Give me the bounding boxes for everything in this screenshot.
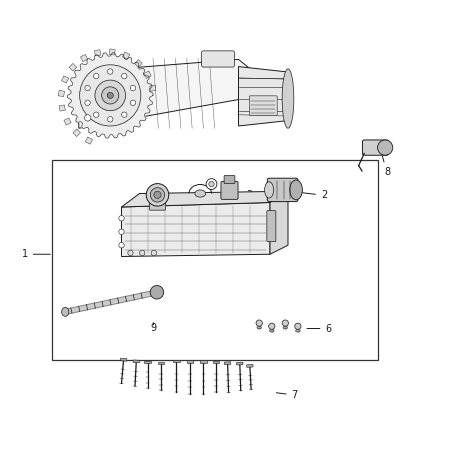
Polygon shape	[158, 362, 164, 364]
Polygon shape	[200, 360, 207, 363]
Ellipse shape	[140, 250, 145, 256]
Ellipse shape	[107, 92, 113, 99]
Ellipse shape	[295, 323, 301, 329]
Polygon shape	[68, 53, 153, 138]
Ellipse shape	[270, 329, 274, 332]
Polygon shape	[187, 360, 193, 363]
Bar	[122, 52, 130, 59]
Bar	[59, 105, 65, 111]
FancyBboxPatch shape	[267, 211, 276, 242]
Ellipse shape	[256, 320, 262, 326]
Text: 6: 6	[307, 324, 332, 333]
Ellipse shape	[154, 191, 161, 198]
Bar	[150, 85, 156, 91]
Ellipse shape	[80, 65, 141, 126]
Ellipse shape	[269, 323, 275, 329]
Ellipse shape	[119, 229, 124, 234]
Ellipse shape	[94, 112, 99, 117]
Ellipse shape	[282, 320, 288, 326]
Ellipse shape	[85, 86, 90, 91]
Ellipse shape	[85, 100, 90, 105]
Ellipse shape	[282, 69, 294, 128]
Ellipse shape	[257, 326, 261, 329]
Ellipse shape	[265, 182, 274, 198]
Polygon shape	[79, 59, 279, 128]
Ellipse shape	[283, 326, 288, 329]
Polygon shape	[237, 362, 243, 365]
Ellipse shape	[102, 87, 119, 104]
Ellipse shape	[151, 250, 157, 256]
Polygon shape	[238, 67, 288, 126]
Bar	[73, 129, 81, 136]
Ellipse shape	[290, 180, 302, 200]
Ellipse shape	[296, 329, 300, 332]
FancyBboxPatch shape	[249, 96, 277, 116]
Ellipse shape	[378, 140, 393, 155]
Bar	[144, 71, 151, 78]
FancyBboxPatch shape	[149, 198, 166, 210]
Bar	[94, 50, 101, 56]
Bar	[86, 137, 93, 144]
Ellipse shape	[130, 100, 135, 105]
Bar	[135, 60, 142, 67]
Text: 8: 8	[382, 156, 390, 177]
Text: 7: 7	[276, 390, 298, 400]
Bar	[109, 49, 115, 55]
Ellipse shape	[94, 73, 99, 79]
Polygon shape	[120, 358, 127, 361]
Polygon shape	[122, 202, 270, 256]
Ellipse shape	[122, 73, 127, 79]
Bar	[81, 54, 88, 62]
Bar	[69, 63, 76, 71]
Ellipse shape	[209, 181, 214, 187]
Polygon shape	[173, 360, 180, 362]
Polygon shape	[247, 364, 253, 367]
FancyBboxPatch shape	[221, 181, 238, 199]
FancyBboxPatch shape	[224, 176, 235, 184]
Ellipse shape	[95, 80, 126, 111]
Ellipse shape	[119, 243, 124, 248]
Polygon shape	[213, 360, 219, 363]
Ellipse shape	[150, 285, 164, 299]
Ellipse shape	[150, 188, 165, 202]
FancyBboxPatch shape	[267, 178, 298, 202]
Ellipse shape	[108, 117, 113, 122]
Bar	[64, 118, 71, 125]
Polygon shape	[133, 360, 140, 363]
Polygon shape	[144, 360, 151, 363]
Polygon shape	[122, 191, 288, 207]
Text: 9: 9	[151, 323, 157, 333]
Ellipse shape	[146, 184, 169, 206]
Ellipse shape	[119, 216, 124, 221]
FancyBboxPatch shape	[362, 140, 388, 155]
Ellipse shape	[206, 179, 217, 189]
Polygon shape	[270, 191, 288, 254]
Text: 2: 2	[300, 190, 327, 200]
FancyBboxPatch shape	[202, 51, 234, 67]
Bar	[52, 160, 378, 360]
Bar	[58, 90, 64, 97]
Bar	[62, 76, 69, 83]
Ellipse shape	[195, 190, 206, 197]
Text: 1: 1	[22, 249, 50, 259]
Ellipse shape	[130, 86, 135, 91]
Ellipse shape	[85, 115, 91, 121]
Text: 3: 3	[239, 190, 253, 200]
Ellipse shape	[122, 112, 127, 117]
Ellipse shape	[62, 307, 69, 316]
Ellipse shape	[128, 250, 133, 256]
Polygon shape	[225, 362, 231, 364]
Ellipse shape	[108, 69, 113, 74]
